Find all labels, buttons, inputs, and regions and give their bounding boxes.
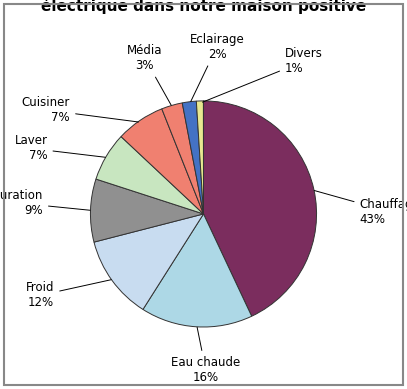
Text: Laver
7%: Laver 7% [15, 134, 105, 162]
Title: Répartition de la consommation
électrique dans notre maison positive: Répartition de la consommation électriqu… [41, 0, 366, 14]
Wedge shape [143, 214, 252, 327]
Wedge shape [96, 137, 204, 214]
Text: Epuration
9%: Epuration 9% [0, 189, 90, 217]
Wedge shape [162, 103, 204, 214]
Wedge shape [121, 109, 204, 214]
Text: Média
3%: Média 3% [127, 44, 171, 105]
Wedge shape [94, 214, 204, 309]
Text: Froid
12%: Froid 12% [26, 280, 111, 309]
Text: Eclairage
2%: Eclairage 2% [190, 33, 245, 102]
Text: Divers
1%: Divers 1% [203, 47, 323, 102]
Wedge shape [182, 101, 204, 214]
Wedge shape [204, 101, 317, 316]
Text: Eau chaude
16%: Eau chaude 16% [171, 327, 241, 384]
Text: Cuisiner
7%: Cuisiner 7% [22, 96, 138, 124]
Wedge shape [90, 179, 204, 242]
Text: Chauffage
43%: Chauffage 43% [314, 191, 407, 226]
Wedge shape [196, 101, 204, 214]
